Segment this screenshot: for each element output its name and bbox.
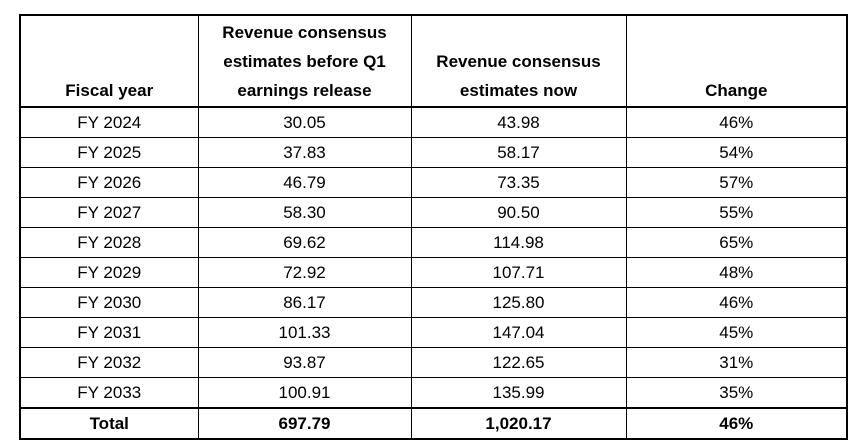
header-estimates-before-line-2: estimates before Q1 — [223, 52, 386, 71]
cell-change: 57% — [625, 167, 848, 198]
table-row: FY 2025 37.83 58.17 54% — [19, 137, 848, 168]
cell-change: 46% — [625, 106, 848, 138]
table-row: FY 2026 46.79 73.35 57% — [19, 167, 848, 198]
cell-change: 35% — [625, 377, 848, 409]
cell-year: FY 2024 — [19, 106, 199, 138]
cell-now: 58.17 — [410, 137, 627, 168]
header-estimates-now-line-1: Revenue consensus — [436, 52, 601, 71]
cell-before: 30.05 — [197, 106, 412, 138]
cell-before: 72.92 — [197, 257, 412, 288]
cell-now: 122.65 — [410, 347, 627, 378]
cell-year: FY 2028 — [19, 227, 199, 258]
cell-now: 90.50 — [410, 197, 627, 228]
header-estimates-now-line-2: estimates now — [459, 81, 578, 100]
table-row: FY 2024 30.05 43.98 46% — [19, 106, 848, 138]
header-change: Change — [625, 14, 848, 108]
cell-year: FY 2026 — [19, 167, 199, 198]
table-row: FY 2030 86.17 125.80 46% — [19, 287, 848, 318]
header-estimates-before-line-1: Revenue consensus — [222, 23, 387, 42]
cell-year: FY 2029 — [19, 257, 199, 288]
cell-year: FY 2027 — [19, 197, 199, 228]
header-row: Fiscal year Revenue consensus estimates … — [19, 14, 848, 108]
header-estimates-now: Revenue consensus estimates now — [410, 14, 627, 108]
cell-change: 65% — [625, 227, 848, 258]
total-before: 697.79 — [197, 407, 412, 440]
cell-change: 46% — [625, 287, 848, 318]
table-row: FY 2027 58.30 90.50 55% — [19, 197, 848, 228]
table-row: FY 2033 100.91 135.99 35% — [19, 377, 848, 409]
table-row: FY 2031 101.33 147.04 45% — [19, 317, 848, 348]
revenue-consensus-table: Fiscal year Revenue consensus estimates … — [19, 14, 848, 440]
total-row: Total 697.79 1,020.17 46% — [19, 407, 848, 440]
cell-now: 125.80 — [410, 287, 627, 318]
total-label: Total — [19, 407, 199, 440]
header-fiscal-year-label: Fiscal year — [65, 81, 154, 100]
cell-before: 93.87 — [197, 347, 412, 378]
cell-before: 69.62 — [197, 227, 412, 258]
table-row: FY 2028 69.62 114.98 65% — [19, 227, 848, 258]
table-row: FY 2032 93.87 122.65 31% — [19, 347, 848, 378]
cell-before: 100.91 — [197, 377, 412, 409]
cell-before: 46.79 — [197, 167, 412, 198]
header-change-label: Change — [705, 81, 768, 100]
cell-now: 135.99 — [410, 377, 627, 409]
cell-change: 54% — [625, 137, 848, 168]
cell-change: 45% — [625, 317, 848, 348]
cell-before: 37.83 — [197, 137, 412, 168]
total-change: 46% — [625, 407, 848, 440]
cell-year: FY 2033 — [19, 377, 199, 409]
cell-now: 147.04 — [410, 317, 627, 348]
cell-year: FY 2032 — [19, 347, 199, 378]
cell-change: 31% — [625, 347, 848, 378]
cell-change: 55% — [625, 197, 848, 228]
cell-before: 101.33 — [197, 317, 412, 348]
table-body: FY 2024 30.05 43.98 46% FY 2025 37.83 58… — [19, 106, 848, 409]
cell-now: 114.98 — [410, 227, 627, 258]
header-fiscal-year: Fiscal year — [19, 14, 199, 108]
header-estimates-before-line-3: earnings release — [237, 81, 372, 100]
cell-now: 43.98 — [410, 106, 627, 138]
table-row: FY 2029 72.92 107.71 48% — [19, 257, 848, 288]
cell-change: 48% — [625, 257, 848, 288]
cell-before: 86.17 — [197, 287, 412, 318]
cell-year: FY 2030 — [19, 287, 199, 318]
header-estimates-before: Revenue consensus estimates before Q1 ea… — [197, 14, 412, 108]
cell-before: 58.30 — [197, 197, 412, 228]
cell-year: FY 2031 — [19, 317, 199, 348]
cell-year: FY 2025 — [19, 137, 199, 168]
cell-now: 107.71 — [410, 257, 627, 288]
cell-now: 73.35 — [410, 167, 627, 198]
total-now: 1,020.17 — [410, 407, 627, 440]
